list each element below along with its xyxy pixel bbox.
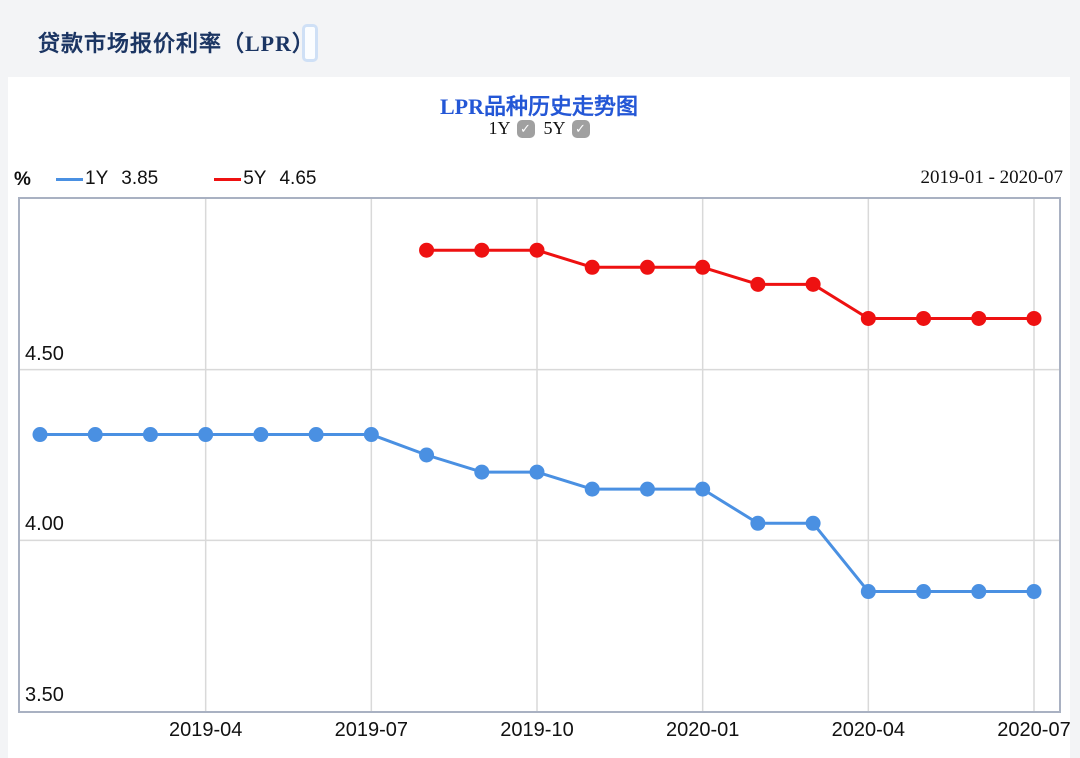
legend-value-5y: 4.65 bbox=[279, 168, 317, 189]
data-point-5y bbox=[1026, 310, 1042, 326]
data-point-5y bbox=[916, 310, 932, 326]
data-point-5y bbox=[695, 259, 711, 275]
legend-value-1y: 3.85 bbox=[121, 168, 159, 189]
chart-card: LPR品种历史走势图 1Y ✓ 5Y ✓ % 1Y 3.85 5Y 4.65 bbox=[8, 77, 1071, 758]
data-point-1y bbox=[971, 584, 987, 600]
toggle-1y-label: 1Y bbox=[488, 118, 511, 138]
series-line-5y bbox=[425, 248, 1036, 320]
data-point-5y bbox=[419, 242, 435, 258]
data-point-1y bbox=[308, 427, 324, 443]
text-cursor-icon bbox=[302, 24, 318, 62]
checkbox-5y-checked-icon[interactable]: ✓ bbox=[571, 119, 590, 138]
data-point-5y bbox=[805, 276, 821, 292]
toggle-5y[interactable]: 5Y ✓ bbox=[544, 118, 590, 139]
y-axis-label: 4.50 bbox=[25, 342, 64, 365]
chart-title: LPR品种历史走势图 bbox=[439, 94, 638, 119]
data-point-1y bbox=[584, 481, 600, 497]
y-axis-label: 3.50 bbox=[25, 684, 64, 706]
data-point-1y bbox=[142, 427, 158, 443]
data-point-1y bbox=[750, 515, 766, 531]
data-point-1y bbox=[916, 584, 932, 600]
data-point-5y bbox=[584, 259, 600, 275]
legend-item-1y: 1Y 3.85 bbox=[56, 168, 158, 190]
data-point-1y bbox=[474, 464, 490, 480]
x-axis-label: 2019-04 bbox=[168, 719, 243, 741]
data-point-1y bbox=[363, 427, 379, 443]
x-axis-label: 2020-07 bbox=[997, 719, 1071, 741]
legend-name-5y: 5Y bbox=[243, 168, 267, 189]
toggle-1y[interactable]: 1Y ✓ bbox=[489, 118, 535, 139]
data-point-1y bbox=[529, 464, 545, 480]
page-title: 贷款市场报价利率（LPR） bbox=[38, 31, 316, 56]
toggle-5y-label: 5Y bbox=[543, 118, 566, 138]
lpr-trend-svg bbox=[20, 199, 1059, 711]
legend-line-swatch-5y bbox=[214, 177, 242, 181]
data-point-1y bbox=[805, 515, 821, 531]
data-point-1y bbox=[860, 584, 876, 600]
plot-area: 4.50 4.00 3.50 2019-04 2019-07 2019-10 2020-01… bbox=[18, 197, 1071, 741]
legend-line-swatch-1y bbox=[56, 177, 83, 181]
data-point-1y bbox=[253, 427, 269, 443]
data-point-5y bbox=[750, 276, 766, 292]
data-point-1y bbox=[32, 427, 48, 443]
data-point-5y bbox=[860, 310, 876, 326]
data-point-5y bbox=[639, 259, 655, 275]
date-range-label: 2019-01 - 2020-07 bbox=[920, 167, 1063, 188]
y-axis-label: 4.00 bbox=[25, 513, 64, 536]
x-axis-label: 2020-01 bbox=[665, 719, 740, 741]
data-point-1y bbox=[695, 481, 711, 497]
legend-item-5y: 5Y 4.65 bbox=[214, 168, 316, 190]
x-axis-label: 2020-04 bbox=[831, 719, 906, 741]
data-point-5y bbox=[474, 242, 490, 258]
data-point-1y bbox=[1026, 584, 1042, 600]
data-point-1y bbox=[87, 427, 103, 443]
data-point-1y bbox=[419, 447, 435, 463]
legend-name-1y: 1Y bbox=[85, 168, 109, 189]
data-point-5y bbox=[971, 310, 987, 326]
checkbox-1y-checked-icon[interactable]: ✓ bbox=[516, 119, 535, 138]
x-axis-label: 2019-10 bbox=[500, 719, 574, 741]
y-axis-unit-label: % bbox=[14, 169, 31, 190]
data-point-1y bbox=[198, 427, 214, 443]
series-toggle-row: 1Y ✓ 5Y ✓ bbox=[8, 118, 1070, 139]
data-point-1y bbox=[639, 481, 655, 497]
chart-legend: 1Y 3.85 5Y 4.65 bbox=[56, 167, 316, 191]
x-axis-label: 2019-07 bbox=[334, 719, 409, 741]
data-point-5y bbox=[529, 242, 545, 258]
